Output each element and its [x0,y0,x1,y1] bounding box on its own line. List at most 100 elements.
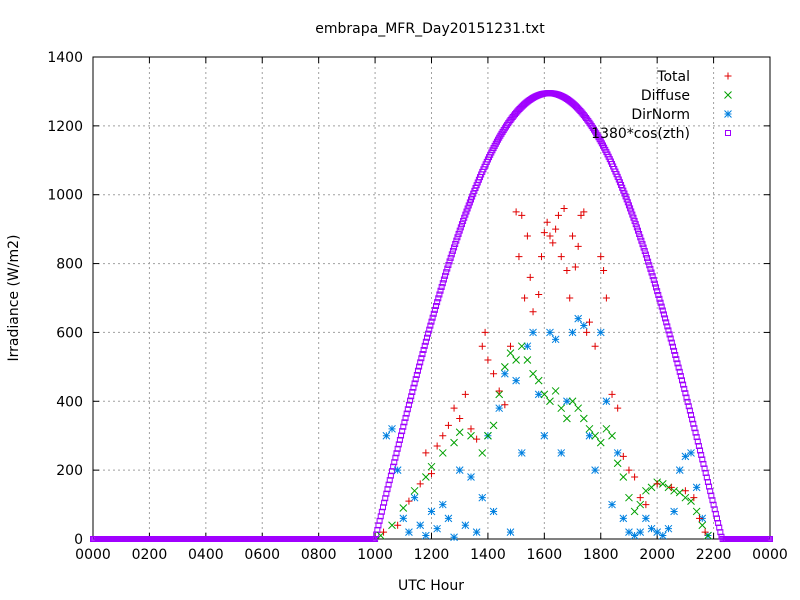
model-point [434,299,441,306]
model-point [674,360,681,367]
data-point [489,507,498,516]
model-point [395,441,402,448]
data-point [554,211,562,219]
data-point [506,528,515,536]
model-point [418,355,425,362]
model-point [695,443,702,450]
model-point [422,338,429,345]
model-point [664,323,671,330]
model-point [387,472,394,479]
model-point [680,381,687,388]
model-point [659,307,666,314]
data-point [647,524,656,533]
model-point [462,211,469,218]
model-point [411,380,418,387]
data-point [579,321,588,330]
model-point [641,248,648,255]
data-point [653,480,661,488]
x-tick-label: 2200 [696,547,732,563]
model-point [448,251,455,258]
data-point [560,204,568,212]
data-point [540,390,549,399]
model-point [683,394,690,401]
data-point [675,466,684,474]
model-point [634,227,641,234]
data-point [602,294,610,302]
model-point [684,398,691,405]
data-point [596,328,605,337]
data-point [557,404,566,413]
legend-label: Diffuse [641,88,690,104]
model-point [697,447,704,454]
model-point [645,258,652,265]
model-point [391,459,398,466]
model-point [442,272,449,279]
model-point [688,411,695,418]
data-point [566,294,574,302]
y-tick-label: 1200 [47,119,83,135]
model-point [421,342,428,349]
series-diffuse [376,342,712,540]
model-point [669,343,676,350]
model-point [402,414,409,421]
data-point [579,414,588,423]
model-point [440,276,447,283]
model-point [663,319,670,326]
model-point [654,288,661,295]
legend: Total Diffuse DirNorm 1380*cos(zth) [591,69,732,142]
data-point [444,421,452,429]
model-point [463,208,470,215]
data-point [687,449,695,457]
model-point [430,310,437,317]
data-point [518,211,526,219]
data-point [681,452,690,461]
data-point [619,473,628,481]
data-point [619,514,628,523]
data-point [523,342,532,351]
model-point [444,265,451,272]
data-point [543,218,551,226]
model-point [394,445,401,452]
model-point [398,432,405,439]
data-point [664,524,673,533]
data-point [630,531,639,540]
model-point [767,536,773,542]
data-point [444,514,453,523]
model-point [401,419,408,426]
data-point [690,494,698,502]
data-point [529,328,537,337]
data-point [642,514,650,523]
data-point [461,521,470,530]
data-point [631,473,639,481]
data-point [416,521,425,530]
data-point [529,308,537,316]
data-point [540,229,548,237]
model-point [417,359,424,366]
data-point [563,266,571,274]
model-point [452,241,459,248]
model-point [682,390,689,397]
model-point [685,403,692,410]
data-point [546,397,554,406]
model-point [428,318,435,325]
x-tick-label: 1400 [470,547,506,563]
model-point [416,363,423,370]
data-point [602,424,611,433]
data-point [456,415,464,422]
data-point [484,356,492,364]
data-point [613,459,622,468]
data-point [450,404,458,412]
data-point [472,528,481,536]
data-point [478,342,486,350]
x-axis-label: UTC Hour [398,578,464,594]
data-point [506,349,515,357]
data-point [698,521,707,530]
model-point [435,295,442,302]
model-point [638,237,645,244]
model-point [667,335,674,342]
data-point [534,390,543,399]
model-point [650,276,657,283]
data-point [399,504,408,512]
data-point [585,431,594,440]
